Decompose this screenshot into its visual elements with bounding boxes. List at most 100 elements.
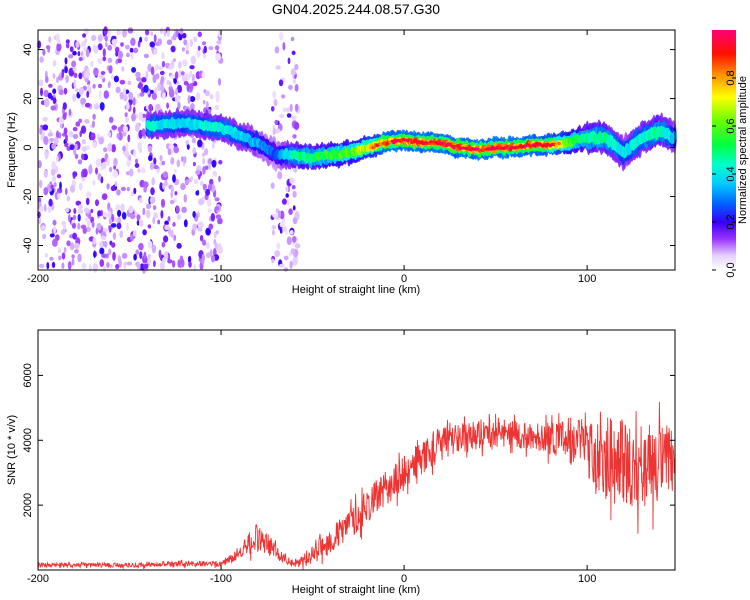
noise-speck [211, 159, 217, 168]
noise-speck [100, 71, 106, 75]
noise-speck [208, 46, 214, 51]
noise-speck [139, 92, 145, 97]
noise-speck [87, 84, 91, 90]
noise-speck [60, 229, 66, 235]
noise-speck [48, 83, 53, 88]
noise-speck [178, 61, 182, 69]
noise-speck [136, 220, 140, 226]
noise-speck [120, 42, 124, 47]
noise-speck [95, 158, 102, 167]
noise-speck [40, 87, 43, 97]
noise-speck [88, 264, 92, 272]
noise-speck [205, 242, 210, 249]
noise-speck [117, 126, 123, 133]
noise-speck [211, 255, 216, 263]
noise-speck [44, 253, 48, 258]
noise-speck [190, 175, 194, 181]
noise-speck [175, 205, 180, 214]
noise-speck [77, 214, 81, 222]
noise-speck [91, 34, 97, 42]
noise-speck [68, 54, 74, 59]
noise-speck [121, 252, 128, 259]
noise-speck [285, 229, 288, 236]
noise-speck [42, 116, 48, 122]
noise-speck [53, 136, 59, 146]
noise-speck [75, 88, 79, 93]
noise-speck [172, 33, 177, 41]
noise-speck [215, 53, 222, 61]
noise-speck [181, 47, 185, 52]
noise-speck [92, 180, 96, 186]
noise-speck [160, 85, 165, 92]
noise-speck [52, 219, 57, 226]
noise-speck [181, 206, 187, 213]
noise-speck [103, 266, 106, 273]
noise-speck [177, 69, 182, 78]
noise-speck [95, 167, 98, 175]
noise-speck [131, 113, 136, 122]
noise-speck [115, 59, 119, 65]
noise-speck [206, 198, 212, 207]
noise-speck [147, 63, 152, 72]
noise-speck [116, 189, 121, 196]
noise-speck [77, 51, 81, 57]
noise-speck [292, 190, 297, 198]
noise-speck [72, 50, 77, 56]
noise-speck [118, 258, 122, 268]
noise-speck [187, 255, 192, 264]
noise-speck [117, 30, 122, 35]
noise-speck [139, 147, 143, 154]
noise-speck [77, 253, 82, 263]
noise-speck [205, 188, 211, 196]
noise-speck [114, 181, 118, 187]
snr-xtick-label: 100 [578, 573, 596, 585]
noise-speck [97, 43, 103, 51]
noise-speck [292, 216, 298, 225]
noise-speck [84, 27, 89, 35]
noise-speck [111, 125, 117, 131]
noise-speck [287, 57, 291, 65]
noise-speck [185, 50, 190, 55]
noise-speck [279, 222, 285, 228]
noise-speck [176, 159, 181, 168]
noise-speck [97, 34, 103, 42]
noise-speck [279, 113, 285, 119]
noise-speck [84, 118, 90, 124]
noise-speck [63, 87, 68, 95]
noise-speck [288, 208, 293, 216]
noise-speck [80, 41, 86, 48]
noise-speck [50, 184, 54, 190]
noise-speck [61, 252, 66, 260]
noise-speck [116, 133, 120, 139]
noise-speck [86, 90, 90, 98]
noise-speck [170, 45, 176, 53]
noise-speck [102, 56, 107, 62]
spectrogram-xtick-label: 100 [578, 273, 596, 285]
colorbar-gradient [712, 30, 736, 270]
noise-speck [185, 179, 190, 185]
noise-speck [139, 219, 144, 228]
noise-speck [288, 84, 293, 91]
noise-speck [161, 52, 165, 60]
noise-speck [103, 147, 108, 153]
noise-speck [123, 93, 128, 102]
noise-speck [101, 253, 107, 258]
noise-speck [125, 142, 129, 152]
noise-speck [52, 97, 57, 105]
noise-speck [173, 169, 177, 174]
noise-speck [43, 89, 49, 98]
noise-speck [217, 217, 223, 225]
noise-speck [204, 165, 209, 170]
noise-speck [93, 250, 96, 259]
noise-speck [151, 244, 157, 254]
noise-speck [132, 230, 137, 237]
noise-speck [214, 197, 220, 202]
noise-speck [85, 217, 89, 223]
noise-speck [115, 263, 120, 270]
noise-speck [214, 105, 220, 111]
noise-speck [274, 128, 281, 134]
noise-speck [170, 157, 175, 165]
ridge-blob [557, 142, 561, 146]
noise-speck [143, 251, 147, 260]
